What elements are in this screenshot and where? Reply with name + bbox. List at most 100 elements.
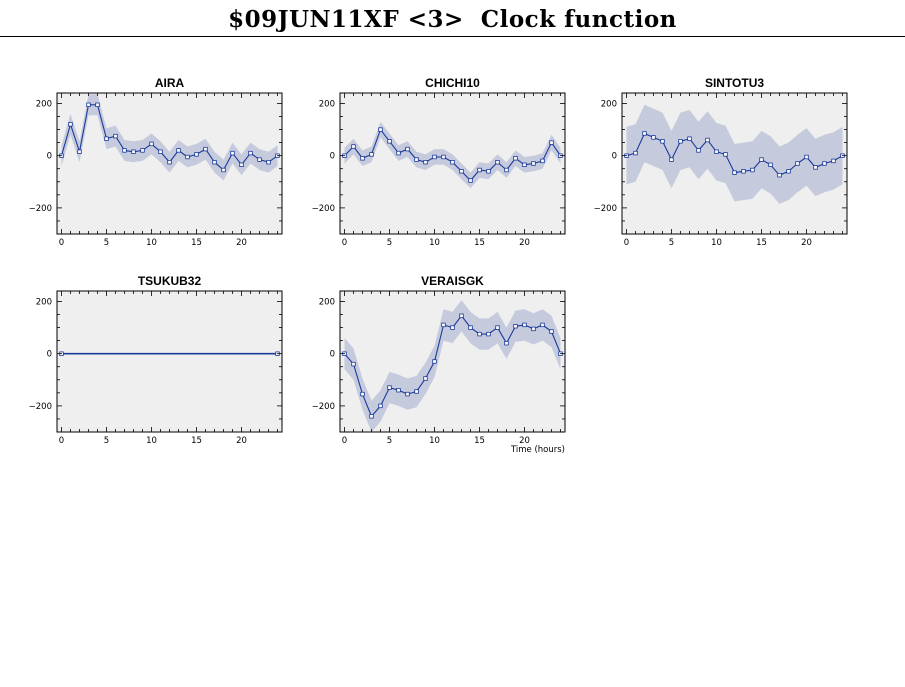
x-tick-label: 5 [104,238,109,248]
data-point [86,102,91,107]
y-tick-label: 200 [36,297,52,307]
data-point [257,157,262,162]
y-tick-label: −200 [29,402,52,412]
data-point [405,146,410,152]
data-point [750,167,755,173]
data-point [795,161,800,166]
data-point [531,326,536,332]
data-point [531,161,536,166]
data-point [131,149,136,154]
data-point [495,325,500,330]
y-tick-label: 0 [612,152,617,162]
data-point [549,329,554,334]
data-point [351,144,356,149]
chart-panel-veraisgk: 0 5 10 15 20 200 0 −200 VERAISGK Time (hours) [312,274,566,455]
y-tick-label: 200 [36,99,52,109]
data-point [477,331,482,337]
data-point [140,148,145,153]
chart-panel-tsukub32: 0 5 10 15 20 200 0 −200 TSUKUB32 [29,274,283,446]
x-tick-label: 5 [387,436,392,446]
chart-title: CHICHI10 [425,76,480,90]
data-point [513,323,518,329]
x-tick-label: 15 [474,436,485,446]
data-point [651,135,656,140]
data-point [831,158,836,164]
y-tick-label: 200 [319,297,335,307]
data-point [378,127,383,132]
data-point [176,148,181,153]
y-tick-label: −200 [312,204,335,214]
data-point [696,148,701,153]
data-point [468,325,473,330]
data-point [266,159,271,165]
x-tick-label: 5 [669,238,674,248]
data-point [360,156,365,161]
data-point [248,150,253,156]
data-point [221,167,226,173]
y-tick-label: −200 [29,204,52,214]
data-point [203,146,208,152]
chart-panel-aira: 0 5 10 15 20 200 0 −200 AIRA [29,76,283,248]
data-point [77,149,82,154]
data-point [804,154,809,160]
chart-panel-chichi10: 0 5 10 15 20 200 0 −200 CHICHI10 [312,76,566,248]
x-tick-label: 5 [387,238,392,248]
data-point [432,154,437,160]
x-tick-label: 20 [236,436,247,446]
x-tick-label: 15 [191,238,202,248]
data-point [723,152,728,157]
data-point [414,157,419,162]
x-tick-label: 0 [342,238,347,248]
y-tick-label: 200 [601,99,617,109]
data-point [786,169,791,174]
data-point [104,136,109,141]
y-tick-label: 0 [330,350,335,360]
data-point [194,152,199,157]
data-point [468,178,473,183]
x-tick-label: 10 [711,238,722,248]
data-point [441,154,446,160]
data-point [768,162,773,167]
data-point [396,150,401,156]
data-point [660,139,665,144]
data-point [441,322,446,328]
data-point [540,158,545,164]
data-point [378,403,383,409]
data-point [360,391,365,397]
data-point [495,159,500,165]
chart-title: TSUKUB32 [138,274,202,288]
y-tick-label: −200 [312,402,335,412]
data-point [504,167,509,173]
x-axis-title: Time (hours) [510,445,565,455]
uncertainty-band [626,104,843,204]
data-point [387,139,392,144]
data-point [351,361,356,367]
title-divider [0,36,905,37]
data-point [669,157,674,162]
data-point [522,162,527,167]
data-point [687,136,692,141]
x-tick-label: 0 [59,436,64,446]
data-point [822,161,827,166]
data-point [239,162,244,167]
data-point [230,150,235,156]
data-point [414,389,419,394]
data-point [477,167,482,173]
data-point [68,122,73,127]
data-point [540,322,545,328]
chart-title: SINTOTU3 [705,76,764,90]
data-point [741,169,746,174]
data-point [369,414,374,419]
data-point [95,102,100,107]
plot-area [57,291,282,432]
data-point [705,137,710,143]
data-point [459,169,464,174]
x-tick-label: 0 [624,238,629,248]
data-point [450,159,455,165]
data-point [486,331,491,337]
data-point [678,139,683,144]
data-point [149,141,154,147]
data-point [549,140,554,145]
data-point [423,376,428,381]
